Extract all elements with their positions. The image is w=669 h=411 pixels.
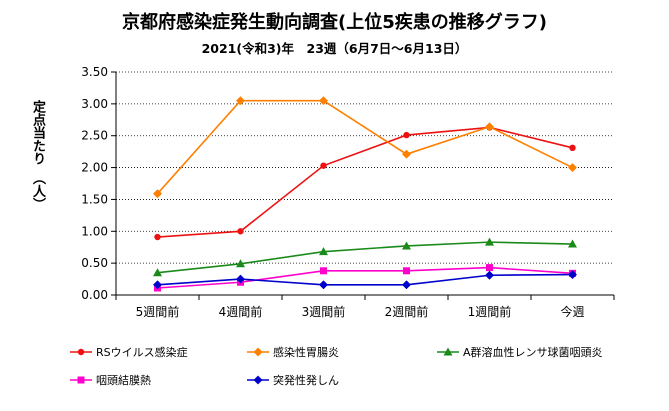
x-tick-label: 2週間前 xyxy=(385,304,429,319)
y-tick-label: 2.50 xyxy=(81,129,108,143)
data-point xyxy=(401,280,412,290)
x-tick-label: 3週間前 xyxy=(302,304,346,319)
data-point xyxy=(567,270,578,280)
series-line xyxy=(156,99,573,195)
data-point xyxy=(154,233,161,241)
legend-marker xyxy=(253,347,263,357)
x-tick-label: 今週 xyxy=(560,304,584,319)
data-point xyxy=(568,239,577,248)
x-tick-label: 1週間前 xyxy=(468,304,512,319)
data-point xyxy=(569,144,576,152)
data-point xyxy=(235,96,246,106)
y-tick-label: 2.00 xyxy=(81,161,108,175)
data-point xyxy=(484,270,495,280)
legend-label: 咽頭結膜熱 xyxy=(96,373,151,387)
legend-label: A群溶血性レンサ球菌咽頭炎 xyxy=(463,345,603,359)
y-tick-label: 0.00 xyxy=(81,288,108,302)
data-point xyxy=(152,189,163,199)
y-tick-label: 1.00 xyxy=(81,224,108,238)
y-tick-label: 3.50 xyxy=(81,65,108,79)
series-line xyxy=(157,266,573,289)
x-tick-label: 4週間前 xyxy=(219,304,263,319)
series-line xyxy=(157,126,573,238)
data-point xyxy=(152,280,163,290)
legend-label: 感染性胃腸炎 xyxy=(273,345,339,359)
data-point xyxy=(486,264,493,272)
data-point xyxy=(402,241,411,250)
data-point xyxy=(318,280,329,290)
series-line xyxy=(157,241,573,274)
legend-marker xyxy=(443,347,453,356)
data-point xyxy=(237,228,244,235)
x-tick-label: 5週間前 xyxy=(136,304,180,319)
legend-label: 突発性発しん xyxy=(273,373,339,387)
chart-subtitle: 2021(令和3)年 23週（6月7日～6月13日） xyxy=(201,41,468,56)
data-point xyxy=(235,274,246,284)
data-point xyxy=(153,268,162,277)
legend-marker xyxy=(77,376,85,384)
data-point xyxy=(236,259,245,268)
y-tick-label: 0.50 xyxy=(81,256,108,270)
legend-marker xyxy=(77,348,85,356)
y-tick-label: 3.00 xyxy=(81,97,108,111)
data-point xyxy=(319,247,328,256)
y-axis-label: 定点当たり （人） xyxy=(30,100,45,211)
data-point xyxy=(318,96,329,106)
data-point xyxy=(567,163,578,173)
data-point xyxy=(403,267,410,275)
data-point xyxy=(320,267,327,275)
legend-marker xyxy=(253,375,263,385)
data-point xyxy=(403,131,410,139)
data-point xyxy=(484,122,495,132)
data-point xyxy=(485,237,494,246)
legend-label: RSウイルス感染症 xyxy=(96,345,188,359)
series-line xyxy=(157,273,573,286)
data-point xyxy=(401,149,412,159)
y-tick-label: 1.50 xyxy=(81,192,108,206)
chart-title: 京都府感染症発生動向調査(上位5疾患の推移グラフ) xyxy=(122,12,547,33)
data-point xyxy=(320,162,327,169)
